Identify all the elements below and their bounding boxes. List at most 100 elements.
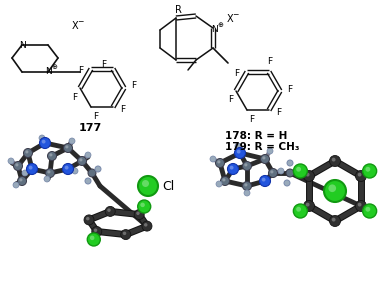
Circle shape (8, 158, 14, 164)
Circle shape (40, 137, 51, 148)
Text: F: F (228, 96, 234, 105)
Circle shape (14, 162, 22, 171)
Circle shape (220, 176, 230, 185)
Circle shape (94, 228, 97, 232)
Circle shape (136, 212, 140, 215)
Circle shape (90, 235, 95, 240)
Circle shape (13, 182, 19, 188)
Text: N: N (19, 40, 25, 49)
Circle shape (24, 148, 33, 157)
Circle shape (107, 209, 111, 212)
Circle shape (87, 233, 100, 246)
Circle shape (63, 144, 73, 153)
Circle shape (85, 178, 91, 184)
Circle shape (293, 204, 307, 218)
Circle shape (48, 151, 57, 160)
Circle shape (42, 140, 46, 144)
Text: 177: 177 (78, 123, 101, 133)
Circle shape (242, 162, 252, 171)
Circle shape (22, 170, 28, 176)
Circle shape (105, 207, 115, 216)
Text: 178: R = H: 178: R = H (225, 131, 287, 141)
Text: −: − (77, 17, 83, 26)
Circle shape (332, 158, 336, 162)
Circle shape (65, 166, 68, 169)
Circle shape (296, 167, 301, 172)
Text: F: F (249, 115, 255, 124)
Circle shape (69, 138, 75, 144)
Circle shape (366, 207, 370, 212)
Circle shape (27, 164, 38, 175)
Circle shape (244, 183, 247, 187)
Circle shape (72, 168, 78, 174)
Circle shape (328, 184, 336, 192)
Circle shape (62, 164, 73, 175)
Text: F: F (268, 57, 272, 66)
Text: F: F (120, 105, 125, 114)
Text: N: N (46, 67, 52, 76)
Circle shape (235, 143, 241, 149)
Circle shape (358, 203, 361, 207)
Circle shape (262, 156, 266, 159)
Circle shape (138, 176, 158, 196)
Circle shape (65, 145, 68, 148)
Text: 179: R = CH₃: 179: R = CH₃ (225, 142, 299, 152)
Circle shape (293, 164, 307, 178)
Text: F: F (276, 108, 282, 117)
Text: X: X (72, 21, 78, 31)
Circle shape (284, 180, 290, 186)
Circle shape (278, 168, 284, 174)
Circle shape (242, 182, 252, 191)
Circle shape (234, 148, 245, 158)
Circle shape (85, 152, 91, 158)
Text: X: X (227, 14, 233, 24)
Circle shape (304, 171, 315, 182)
Circle shape (244, 163, 247, 166)
Circle shape (222, 178, 225, 182)
Circle shape (355, 201, 366, 212)
Circle shape (142, 180, 149, 187)
Circle shape (329, 155, 340, 167)
Circle shape (78, 157, 87, 166)
Text: ⊕: ⊕ (51, 64, 57, 70)
Circle shape (210, 156, 216, 162)
Text: N: N (212, 26, 218, 35)
Circle shape (216, 181, 222, 187)
Circle shape (296, 207, 301, 212)
Circle shape (306, 203, 310, 207)
Text: F: F (78, 66, 84, 75)
Circle shape (262, 178, 266, 182)
Text: F: F (234, 69, 239, 78)
Circle shape (47, 170, 51, 173)
Circle shape (363, 204, 377, 218)
Text: −: − (232, 10, 238, 19)
Text: F: F (93, 112, 98, 121)
Circle shape (355, 171, 366, 182)
Circle shape (260, 176, 271, 187)
Circle shape (215, 158, 225, 167)
Circle shape (15, 163, 19, 166)
Circle shape (366, 167, 370, 172)
Circle shape (261, 155, 269, 164)
Text: F: F (131, 81, 136, 90)
Circle shape (332, 218, 336, 221)
Circle shape (142, 221, 152, 231)
Circle shape (269, 169, 277, 178)
Text: R: R (174, 5, 181, 15)
Text: F: F (73, 92, 78, 101)
Circle shape (29, 166, 33, 169)
Circle shape (144, 223, 147, 226)
Circle shape (329, 216, 340, 226)
Circle shape (304, 201, 315, 212)
Circle shape (44, 176, 50, 182)
Circle shape (95, 166, 101, 172)
Text: F: F (287, 85, 293, 94)
Circle shape (25, 150, 28, 153)
Circle shape (287, 160, 293, 166)
Circle shape (92, 226, 102, 237)
Text: F: F (101, 60, 106, 69)
Circle shape (140, 203, 145, 207)
Circle shape (79, 158, 82, 162)
Circle shape (358, 173, 361, 176)
Circle shape (270, 170, 274, 173)
